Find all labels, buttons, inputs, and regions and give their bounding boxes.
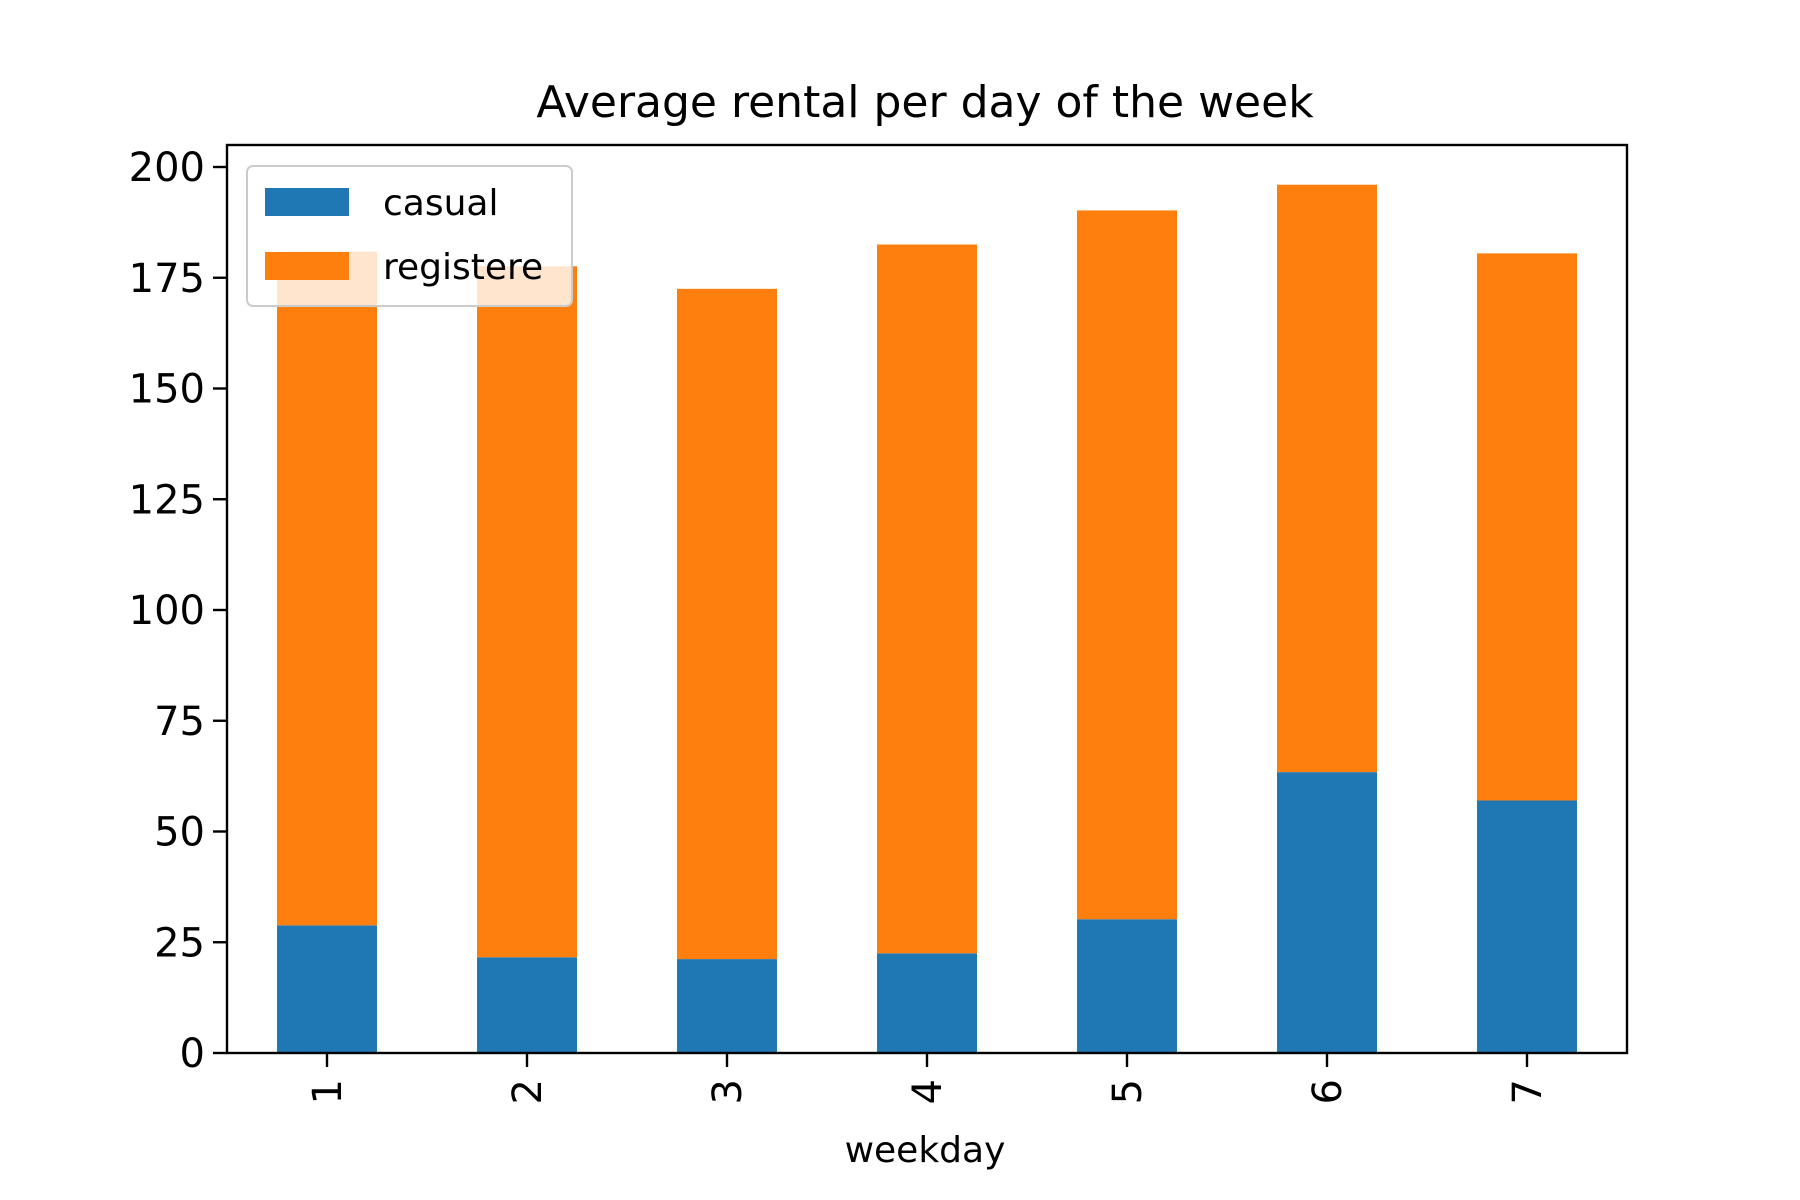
legend-label-casual: casual bbox=[383, 183, 499, 224]
y-tick-label-50: 50 bbox=[154, 810, 205, 856]
legend-swatch-registere bbox=[265, 252, 349, 280]
bar-casual-2 bbox=[477, 957, 577, 1053]
bar-casual-3 bbox=[677, 959, 777, 1053]
bar-casual-7 bbox=[1477, 800, 1577, 1053]
bar-casual-6 bbox=[1277, 772, 1377, 1053]
x-axis-label: weekday bbox=[845, 1130, 1006, 1171]
y-tick-label-25: 25 bbox=[154, 920, 205, 966]
bar-layer bbox=[277, 184, 1577, 1053]
x-tick-label-1: 1 bbox=[305, 1079, 351, 1104]
bar-registere-7 bbox=[1477, 253, 1577, 801]
bar-registere-5 bbox=[1077, 210, 1177, 920]
legend-label-registere: registere bbox=[383, 247, 543, 288]
y-tick-label-150: 150 bbox=[129, 367, 205, 413]
legend: casual registere bbox=[246, 165, 573, 307]
x-tick-label-3: 3 bbox=[705, 1079, 751, 1104]
bar-casual-1 bbox=[277, 925, 377, 1053]
x-tick-label-7: 7 bbox=[1505, 1079, 1551, 1104]
x-tick-label-4: 4 bbox=[905, 1079, 951, 1104]
bar-registere-2 bbox=[477, 266, 577, 958]
x-tick-label-5: 5 bbox=[1105, 1079, 1151, 1104]
bar-registere-3 bbox=[677, 288, 777, 960]
x-tick-label-6: 6 bbox=[1305, 1079, 1351, 1104]
legend-swatch-casual bbox=[265, 188, 349, 216]
y-tick-label-0: 0 bbox=[180, 1031, 205, 1077]
y-axis: 0 25 50 75 100 125 150 175 200 bbox=[129, 145, 227, 1077]
x-tick-label-2: 2 bbox=[505, 1079, 551, 1104]
y-tick-label-125: 125 bbox=[129, 477, 205, 523]
y-tick-label-100: 100 bbox=[129, 588, 205, 634]
bar-casual-5 bbox=[1077, 919, 1177, 1053]
y-tick-label-175: 175 bbox=[129, 256, 205, 302]
y-tick-label-200: 200 bbox=[129, 145, 205, 191]
x-axis: 1 2 3 4 5 6 7 bbox=[305, 1053, 1551, 1104]
bar-registere-6 bbox=[1277, 184, 1377, 773]
bar-registere-1 bbox=[277, 251, 377, 926]
bar-casual-4 bbox=[877, 953, 977, 1053]
bar-registere-4 bbox=[877, 244, 977, 954]
chart-title: Average rental per day of the week bbox=[536, 77, 1314, 128]
y-tick-label-75: 75 bbox=[154, 699, 205, 745]
